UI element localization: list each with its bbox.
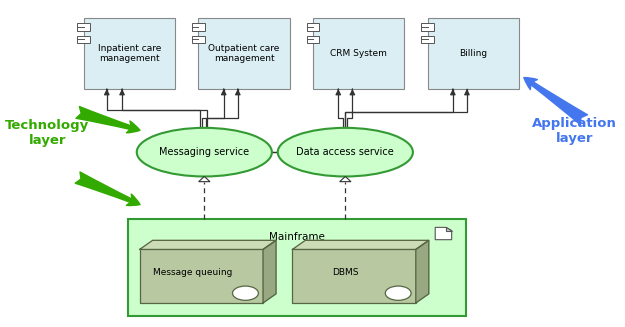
Text: Application
layer: Application layer <box>532 117 617 145</box>
Text: Billing: Billing <box>459 49 487 58</box>
Polygon shape <box>263 240 276 303</box>
Bar <box>192 36 205 43</box>
Text: Mainframe: Mainframe <box>269 232 325 242</box>
Text: Message queuing: Message queuing <box>153 268 232 277</box>
Bar <box>78 24 91 30</box>
Ellipse shape <box>137 128 272 177</box>
Circle shape <box>232 286 258 300</box>
Text: CRM System: CRM System <box>330 49 387 58</box>
Bar <box>198 18 289 89</box>
Bar <box>421 36 434 43</box>
Bar <box>292 250 416 303</box>
Text: DBMS: DBMS <box>332 268 359 277</box>
Text: Data access service: Data access service <box>296 147 394 157</box>
Text: Outpatient care
management: Outpatient care management <box>208 43 279 63</box>
Bar <box>306 24 319 30</box>
Bar <box>428 18 519 89</box>
Text: Technology
layer: Technology layer <box>5 119 89 147</box>
Bar <box>192 24 205 30</box>
Bar <box>139 250 263 303</box>
Ellipse shape <box>278 128 413 177</box>
Bar <box>84 18 175 89</box>
Bar <box>421 24 434 30</box>
Text: Inpatient care
management: Inpatient care management <box>98 43 161 63</box>
Bar <box>78 36 91 43</box>
Bar <box>313 18 404 89</box>
Text: Messaging service: Messaging service <box>159 147 249 157</box>
Polygon shape <box>435 227 452 240</box>
Bar <box>128 219 466 316</box>
Polygon shape <box>416 240 429 303</box>
Polygon shape <box>446 227 452 231</box>
Polygon shape <box>292 240 429 250</box>
Polygon shape <box>139 240 276 250</box>
Polygon shape <box>199 177 210 182</box>
Bar <box>306 36 319 43</box>
Polygon shape <box>339 177 351 182</box>
Circle shape <box>385 286 411 300</box>
